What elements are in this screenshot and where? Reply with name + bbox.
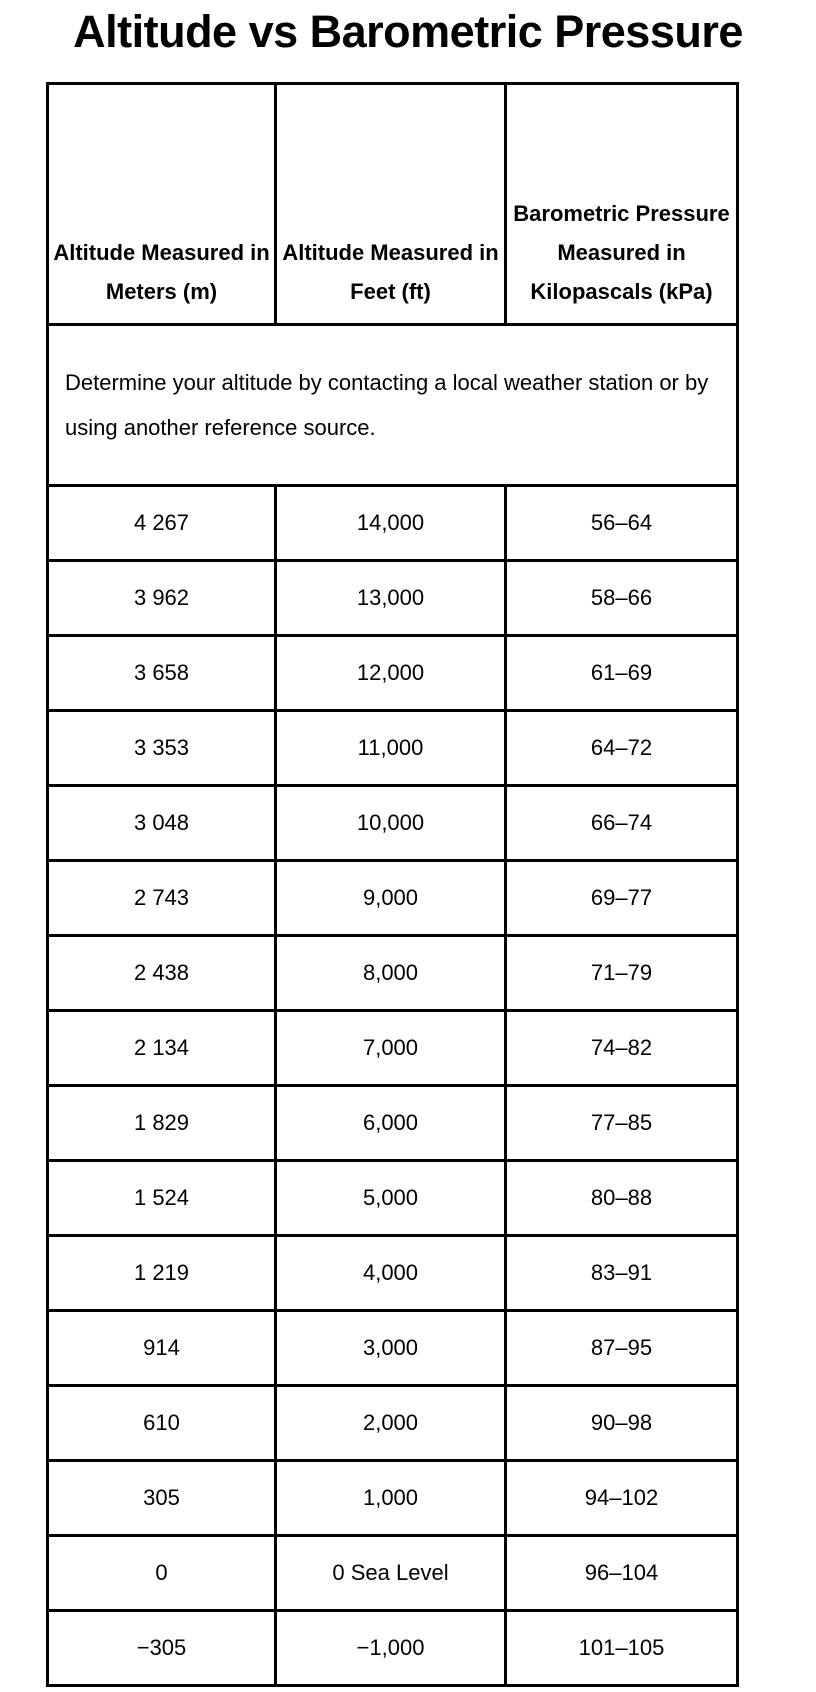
kpa-cell: 58–66 — [504, 559, 739, 637]
table-row: 305 1,000 94–102 — [46, 1459, 739, 1537]
feet-cell: 3,000 — [274, 1309, 507, 1387]
meters-cell: 305 — [46, 1459, 277, 1537]
page-title: Altitude vs Barometric Pressure — [73, 6, 743, 57]
table-row: 3 353 11,000 64–72 — [46, 709, 739, 787]
kpa-cell: 80–88 — [504, 1159, 739, 1237]
header-feet: Altitude Measured in Feet (ft) — [274, 82, 507, 326]
kpa-cell: 69–77 — [504, 859, 739, 937]
table-row: 2 743 9,000 69–77 — [46, 859, 739, 937]
kpa-cell: 66–74 — [504, 784, 739, 862]
feet-cell: 5,000 — [274, 1159, 507, 1237]
feet-cell: 12,000 — [274, 634, 507, 712]
kpa-cell: 71–79 — [504, 934, 739, 1012]
meters-cell: 3 658 — [46, 634, 277, 712]
table-row: 3 962 13,000 58–66 — [46, 559, 739, 637]
table-row: 1 829 6,000 77–85 — [46, 1084, 739, 1162]
table-row: 2 438 8,000 71–79 — [46, 934, 739, 1012]
note-row: Determine your altitude by contacting a … — [46, 323, 739, 487]
table-row: 3 658 12,000 61–69 — [46, 634, 739, 712]
meters-cell: 2 134 — [46, 1009, 277, 1087]
kpa-cell: 61–69 — [504, 634, 739, 712]
meters-cell: 610 — [46, 1384, 277, 1462]
table-row: 4 267 14,000 56–64 — [46, 484, 739, 562]
kpa-cell: 96–104 — [504, 1534, 739, 1612]
header-meters: Altitude Measured in Meters (m) — [46, 82, 277, 326]
feet-cell: 4,000 — [274, 1234, 507, 1312]
feet-cell: −1,000 — [274, 1609, 507, 1687]
header-kpa: Barometric Pressure Measured in Kilopasc… — [504, 82, 739, 326]
feet-cell: 6,000 — [274, 1084, 507, 1162]
kpa-cell: 83–91 — [504, 1234, 739, 1312]
kpa-cell: 90–98 — [504, 1384, 739, 1462]
feet-cell: 7,000 — [274, 1009, 507, 1087]
kpa-cell: 94–102 — [504, 1459, 739, 1537]
meters-cell: 3 962 — [46, 559, 277, 637]
table-row: 1 524 5,000 80–88 — [46, 1159, 739, 1237]
table-row: −305 −1,000 101–105 — [46, 1609, 739, 1687]
meters-cell: 1 829 — [46, 1084, 277, 1162]
meters-cell: −305 — [46, 1609, 277, 1687]
table-row: 2 134 7,000 74–82 — [46, 1009, 739, 1087]
header-row: Altitude Measured in Meters (m) Altitude… — [46, 82, 739, 326]
note-text: Determine your altitude by contacting a … — [46, 323, 739, 487]
feet-cell: 0 Sea Level — [274, 1534, 507, 1612]
feet-cell: 2,000 — [274, 1384, 507, 1462]
meters-cell: 2 743 — [46, 859, 277, 937]
feet-cell: 9,000 — [274, 859, 507, 937]
meters-cell: 0 — [46, 1534, 277, 1612]
table-row: 610 2,000 90–98 — [46, 1384, 739, 1462]
feet-cell: 10,000 — [274, 784, 507, 862]
feet-cell: 14,000 — [274, 484, 507, 562]
table-row: 1 219 4,000 83–91 — [46, 1234, 739, 1312]
feet-cell: 11,000 — [274, 709, 507, 787]
meters-cell: 3 353 — [46, 709, 277, 787]
feet-cell: 13,000 — [274, 559, 507, 637]
table-row: 3 048 10,000 66–74 — [46, 784, 739, 862]
kpa-cell: 101–105 — [504, 1609, 739, 1687]
meters-cell: 2 438 — [46, 934, 277, 1012]
meters-cell: 1 219 — [46, 1234, 277, 1312]
feet-cell: 1,000 — [274, 1459, 507, 1537]
feet-cell: 8,000 — [274, 934, 507, 1012]
table-row: 914 3,000 87–95 — [46, 1309, 739, 1387]
kpa-cell: 56–64 — [504, 484, 739, 562]
meters-cell: 1 524 — [46, 1159, 277, 1237]
kpa-cell: 77–85 — [504, 1084, 739, 1162]
altitude-pressure-table: Altitude Measured in Meters (m) Altitude… — [46, 82, 739, 1687]
kpa-cell: 74–82 — [504, 1009, 739, 1087]
meters-cell: 914 — [46, 1309, 277, 1387]
meters-cell: 3 048 — [46, 784, 277, 862]
meters-cell: 4 267 — [46, 484, 277, 562]
kpa-cell: 64–72 — [504, 709, 739, 787]
kpa-cell: 87–95 — [504, 1309, 739, 1387]
